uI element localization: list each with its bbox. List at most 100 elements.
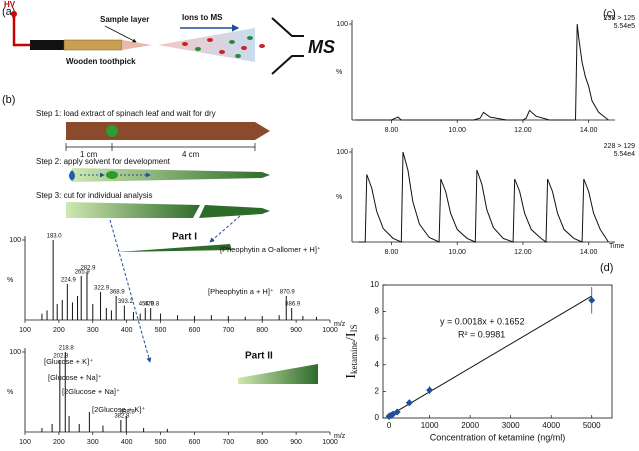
x-tick-label: 1000: [421, 421, 439, 430]
x-tick-label: 700: [222, 327, 234, 334]
y-tick-label: 100: [9, 349, 21, 356]
x-tick-label: 300: [87, 327, 99, 334]
step-text: Step 3: cut for individual analysis: [36, 191, 153, 200]
compound-annotation: [Glucose + K]⁺: [44, 357, 93, 366]
x-tick-label: 900: [290, 439, 302, 446]
x-tick-label: 100: [19, 439, 31, 446]
y-tick-label: 2: [375, 387, 380, 396]
x-tick-label: 0: [387, 421, 392, 430]
step-text: Step 2: apply solvent for development: [36, 157, 171, 166]
x-tick-label: 800: [256, 439, 268, 446]
spray-plume: [158, 28, 255, 62]
x-tick-label: 500: [155, 439, 167, 446]
compound-annotation: [2Glucose + Na]⁺: [62, 387, 120, 396]
pointer: [104, 25, 137, 43]
peak-label: 454.9: [139, 302, 155, 308]
x-tick-label: 900: [290, 327, 302, 334]
x-tick-label: 12.00: [514, 127, 532, 134]
x-tick-label: 600: [189, 439, 201, 446]
data-point: [393, 408, 401, 416]
ions-label: Ions to MS: [182, 13, 223, 22]
compound-annotation: [2Glucose + K]⁺: [92, 405, 145, 414]
cut-arrow: [109, 219, 152, 363]
x-tick-label: 400: [121, 327, 133, 334]
cut-arrow: [209, 215, 241, 243]
x-tick-label: 800: [256, 327, 268, 334]
y-axis-label: Iketamine/IIS: [344, 324, 359, 378]
x-tick-label: 600: [189, 327, 201, 334]
x-axis-label: Concentration of ketamine (ng/ml): [430, 432, 566, 442]
y-tick-label: 6: [375, 333, 380, 342]
compound-annotation: [Glucose + Na]⁺: [48, 373, 102, 382]
trace: [355, 23, 609, 121]
x-tick-label: 200: [53, 439, 65, 446]
compound-annotation: [Pheophytin a O-allomer + H]⁺: [220, 245, 321, 254]
peak-label: 382.8: [114, 414, 130, 420]
y-axis-label: %: [7, 389, 13, 396]
part-two: [238, 364, 318, 384]
x-tick-label: 8.00: [385, 127, 399, 134]
x-tick-label: 2000: [461, 421, 479, 430]
panel-label: (d): [600, 262, 613, 274]
x-tick-label: 100: [19, 327, 31, 334]
toothpick: [63, 39, 123, 51]
cut-part: [199, 205, 270, 218]
sample-layer-label: Sample layer: [100, 15, 149, 24]
peak-label: 322.9: [94, 286, 110, 292]
ms-label: MS: [308, 37, 335, 57]
peak-label: 368.9: [110, 290, 126, 296]
peak-label: 218.8: [59, 346, 75, 352]
y-axis-label-part: ketamine: [349, 341, 359, 374]
peak-label: 202.8: [53, 354, 69, 360]
peak-label: 870.9: [280, 290, 296, 296]
x-tick-label: 500: [155, 327, 167, 334]
data-point: [588, 296, 596, 304]
peak-label: 886.9: [285, 302, 301, 308]
dimension: [65, 143, 256, 151]
part-one: [118, 244, 232, 252]
x-tick-label: 200: [53, 327, 65, 334]
channel-label: 228 > 129: [604, 143, 635, 150]
peak-label: 393.2: [118, 299, 134, 305]
x-tick-label: 10.00: [448, 249, 466, 256]
toothpick: [66, 122, 270, 140]
y-axis-label: %: [336, 194, 342, 201]
panel-label: (b): [2, 94, 15, 106]
y-axis-label-part: I: [344, 374, 359, 379]
peak-label: 183.0: [47, 234, 63, 240]
x-tick-label: 1000: [322, 327, 338, 334]
data-point: [405, 399, 413, 407]
x-axis-label: m/z: [334, 433, 346, 440]
y-axis-label: %: [336, 69, 342, 76]
y-tick-label: 100: [9, 237, 21, 244]
toothpick-label: Wooden toothpick: [66, 57, 136, 66]
peak-label: 470.8: [144, 302, 160, 308]
part-label: Part I: [172, 232, 197, 243]
y-tick-label: 100: [336, 149, 348, 156]
dimension-label: 1 cm: [80, 150, 98, 159]
trace: [358, 151, 609, 243]
electrode: [11, 11, 17, 17]
compound-annotation: [Pheophytin a + H]⁺: [208, 287, 274, 296]
x-tick-label: 300: [87, 439, 99, 446]
panel-label: (c): [603, 8, 616, 20]
part-label: Part II: [245, 351, 273, 362]
x-tick-label: 10.00: [448, 127, 466, 134]
x-tick-label: 14.00: [580, 127, 598, 134]
peak-label: 265.9: [75, 270, 91, 276]
x-tick-label: 12.00: [514, 249, 532, 256]
dimension-label: 4 cm: [182, 150, 200, 159]
x-tick-label: 400: [121, 439, 133, 446]
peak-label: 398.8: [120, 410, 136, 416]
y-tick-label: 0: [375, 413, 380, 422]
y-axis-label-part: IS: [349, 324, 359, 332]
data-point: [426, 386, 434, 394]
y-axis-label-part: /I: [344, 332, 359, 341]
peak-label: 282.9: [80, 266, 96, 272]
y-tick-label: 8: [375, 307, 380, 316]
peak-label: 224.9: [61, 278, 77, 284]
wire: [12, 14, 30, 47]
y-tick-label: 4: [375, 360, 380, 369]
hv-label: HV: [4, 0, 16, 9]
